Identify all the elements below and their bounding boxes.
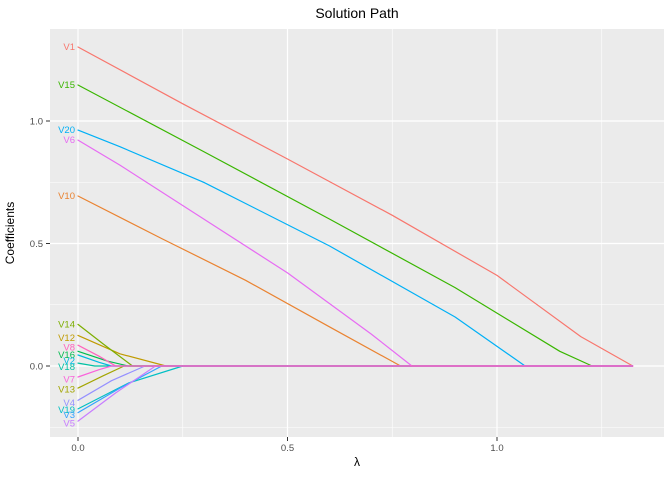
series-label-V14: V14 — [58, 319, 75, 330]
gridlines-minor — [50, 29, 664, 437]
x-tick-label: 0.0 — [71, 443, 84, 454]
series-label-V8: V8 — [63, 343, 75, 354]
x-tick-label: 1.0 — [490, 443, 503, 454]
series-label-V18: V18 — [58, 362, 75, 373]
series-line-V1 — [77, 46, 634, 367]
series-label-V2: V2 — [63, 356, 75, 367]
series-label-V10: V10 — [58, 191, 75, 202]
chart-title: Solution Path — [315, 5, 398, 21]
x-axis-label: λ — [354, 455, 360, 469]
series-label-V19: V19 — [58, 405, 75, 416]
series-label-V6: V6 — [63, 135, 75, 146]
y-axis-label: Coefficients — [3, 202, 17, 264]
series-label-V7: V7 — [63, 375, 75, 386]
series-label-V1: V1 — [63, 42, 75, 53]
series-label-V20: V20 — [58, 125, 75, 136]
gridlines-major — [50, 29, 664, 437]
series-label-V4: V4 — [63, 398, 75, 409]
x-axis-tick-labels: 0.0 0.5 1.0 — [71, 443, 503, 454]
x-tick-label: 0.5 — [281, 443, 294, 454]
y-tick-label: 0.5 — [30, 239, 43, 250]
series-line-V8 — [77, 344, 634, 367]
series-label-V12: V12 — [58, 333, 75, 344]
series-lines — [77, 46, 634, 422]
series-label-V5: V5 — [63, 419, 75, 430]
y-tick-label: 1.0 — [30, 117, 43, 128]
y-tick-label: 0.0 — [30, 362, 43, 373]
series-label-V16: V16 — [58, 350, 75, 361]
axis-tick-marks — [46, 120, 498, 441]
plot-panel — [50, 29, 664, 437]
y-axis-tick-labels: 0.0 0.5 1.0 — [30, 117, 43, 373]
series-label-V13: V13 — [58, 384, 75, 395]
series-label-V15: V15 — [58, 80, 75, 91]
series-label-V3: V3 — [63, 410, 75, 421]
